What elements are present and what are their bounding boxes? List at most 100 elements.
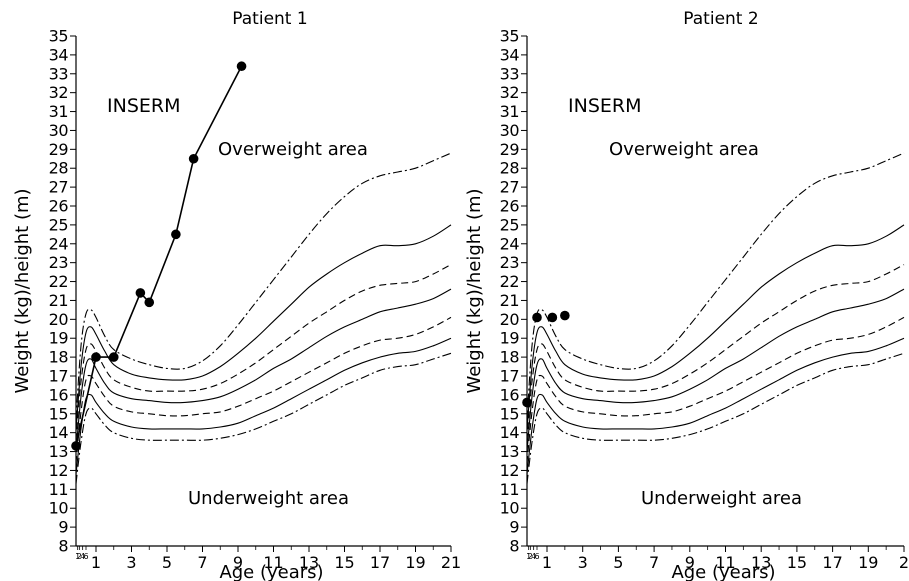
y-tick-label: 34 [500, 45, 520, 64]
data-point [532, 312, 542, 323]
y-tick-label: 31 [500, 102, 519, 121]
reference-curve-2 [526, 264, 905, 441]
y-tick-label: 35 [49, 27, 68, 46]
data-point [71, 441, 81, 451]
x-tick-label: 3 [126, 553, 136, 572]
reference-curve-1 [526, 224, 905, 431]
chart-panel-patient-1: 8910111213141516171819202122232425262728… [12, 9, 461, 581]
y-tick-label: 20 [49, 310, 69, 329]
y-tick-label: 26 [49, 197, 69, 216]
y-tick-label: 21 [49, 291, 68, 310]
y-tick-label: 32 [500, 83, 519, 102]
y-tick-label: 24 [500, 234, 520, 253]
reference-curve-5 [526, 337, 905, 475]
x-tick-label-month: 4 [531, 552, 536, 561]
y-tick-label: 8 [58, 537, 68, 556]
x-tick-label-month: 6 [534, 552, 539, 561]
y-tick-label: 9 [509, 518, 519, 537]
x-tick-label-month: 4 [80, 552, 85, 561]
y-tick-label: 17 [500, 367, 519, 386]
x-tick-label: 11 [263, 553, 283, 572]
x-tick-label: 11 [715, 553, 735, 572]
data-point [144, 297, 155, 308]
x-tick-label-month: 1 [526, 552, 531, 561]
y-tick-label: 19 [500, 329, 520, 348]
data-point [560, 310, 570, 321]
y-tick-label: 12 [49, 461, 68, 480]
x-tick-label: 15 [787, 553, 807, 572]
reference-curve-0 [526, 152, 905, 420]
data-point [108, 352, 119, 362]
x-tick-label: 5 [162, 553, 172, 572]
x-tick-label-month: 1 [75, 552, 80, 561]
x-tick-label: 1 [91, 553, 101, 572]
x-tick-label: 17 [370, 553, 390, 572]
y-tick-label: 20 [500, 310, 520, 329]
y-tick-label: 22 [500, 272, 519, 291]
data-point [171, 229, 181, 240]
y-tick-label: 22 [49, 272, 68, 291]
x-tick-label-month: 2 [77, 552, 82, 561]
x-tick-label: 19 [858, 553, 878, 572]
y-tick-label: 35 [500, 27, 519, 46]
y-tick-label: 16 [49, 385, 69, 404]
x-tick-label: 9 [233, 553, 243, 572]
y-tick-label: 27 [500, 178, 519, 197]
y-tick-label: 29 [49, 140, 69, 159]
data-point [188, 153, 199, 164]
y-tick-label: 18 [49, 348, 69, 367]
x-tick-label: 15 [334, 553, 354, 572]
chart-panel-patient-2: 8910111213141516171819202122232425262728… [464, 9, 909, 581]
y-tick-label: 23 [49, 253, 68, 272]
reference-curve-0 [75, 152, 452, 420]
y-tick-label: 30 [500, 121, 520, 140]
y-tick-label: 31 [49, 102, 68, 121]
y-tick-label: 19 [49, 329, 69, 348]
patient-series-line [75, 65, 243, 447]
y-tick-label: 23 [500, 253, 519, 272]
x-tick-label: 21 [441, 553, 461, 572]
overweight-area-label: Overweight area [218, 139, 368, 160]
y-tick-label: 28 [500, 159, 520, 178]
reference-curve-3 [526, 288, 905, 452]
data-point [522, 397, 532, 408]
underweight-area-label: Underweight area [188, 488, 349, 509]
y-tick-label: 16 [500, 385, 520, 404]
inserm-label: INSERM [568, 95, 641, 117]
overweight-area-label: Overweight area [609, 139, 759, 160]
x-axis-label: Age (years) [219, 562, 323, 581]
x-tick-label: 2 [899, 553, 909, 572]
reference-curve-3 [75, 288, 452, 452]
y-tick-label: 13 [49, 442, 68, 461]
x-axis-label: Age (years) [671, 562, 775, 581]
y-axis-label: Weight (kg)/height (m) [464, 188, 485, 393]
x-tick-label: 7 [197, 553, 207, 572]
y-tick-label: 28 [49, 159, 69, 178]
y-tick-label: 26 [500, 197, 520, 216]
data-point [236, 61, 247, 72]
chart-title: Patient 1 [232, 9, 307, 29]
reference-curve-2 [75, 264, 452, 441]
x-tick-label: 7 [649, 553, 659, 572]
y-tick-label: 29 [500, 140, 520, 159]
y-tick-label: 34 [49, 45, 69, 64]
y-tick-label: 18 [500, 348, 520, 367]
y-tick-label: 14 [49, 423, 69, 442]
y-tick-label: 10 [49, 499, 69, 518]
y-tick-label: 11 [49, 480, 68, 499]
data-point [91, 352, 101, 362]
x-tick-label: 19 [405, 553, 425, 572]
x-tick-label: 13 [751, 553, 771, 572]
data-point [547, 312, 558, 323]
y-tick-label: 11 [500, 480, 519, 499]
y-tick-label: 25 [49, 215, 68, 234]
x-tick-label-month: 6 [83, 552, 88, 561]
y-tick-label: 10 [500, 499, 520, 518]
reference-curve-4 [75, 316, 452, 463]
x-tick-label: 3 [578, 553, 588, 572]
x-tick-label: 5 [613, 553, 623, 572]
x-tick-label: 17 [822, 553, 842, 572]
y-tick-label: 12 [500, 461, 519, 480]
reference-curve-6 [75, 352, 452, 484]
